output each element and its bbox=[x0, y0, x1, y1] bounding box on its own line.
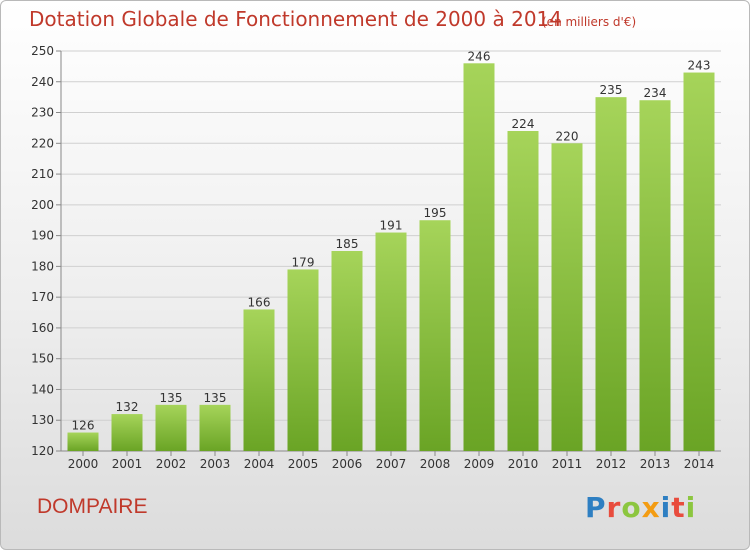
bar-value-label: 243 bbox=[688, 59, 711, 73]
bar bbox=[595, 97, 627, 452]
x-tick-label: 2014 bbox=[684, 457, 715, 471]
bar bbox=[419, 220, 451, 451]
x-tick-label: 2007 bbox=[376, 457, 407, 471]
logo-letter: i bbox=[660, 491, 672, 524]
logo-letter: t bbox=[671, 491, 686, 524]
bar bbox=[463, 63, 495, 452]
bar bbox=[199, 404, 231, 451]
bar bbox=[551, 143, 583, 452]
bar bbox=[111, 414, 143, 451]
bar bbox=[67, 432, 99, 451]
bar-value-label: 179 bbox=[292, 255, 315, 269]
bar bbox=[331, 251, 363, 451]
proxiti-logo: Proxiti bbox=[585, 491, 696, 524]
bar-value-label: 135 bbox=[160, 391, 183, 405]
bar bbox=[375, 232, 407, 451]
y-tick-label: 220 bbox=[31, 136, 54, 150]
logo-letter: P bbox=[585, 491, 607, 524]
commune-name: DOMPAIRE bbox=[37, 495, 148, 518]
x-tick-label: 2010 bbox=[508, 457, 539, 471]
bar-value-label: 191 bbox=[380, 219, 403, 233]
logo-letter: i bbox=[685, 491, 697, 524]
bar bbox=[155, 404, 187, 451]
y-tick-label: 150 bbox=[31, 352, 54, 366]
x-tick-label: 2013 bbox=[640, 457, 671, 471]
x-tick-label: 2005 bbox=[288, 457, 319, 471]
x-tick-label: 2008 bbox=[420, 457, 451, 471]
bar-value-label: 135 bbox=[204, 391, 227, 405]
bar-value-label: 126 bbox=[72, 419, 95, 433]
logo-letter: x bbox=[641, 491, 661, 524]
x-tick-label: 2002 bbox=[156, 457, 187, 471]
y-tick-label: 190 bbox=[31, 229, 54, 243]
bar bbox=[243, 309, 275, 451]
bar-value-label: 185 bbox=[336, 237, 359, 251]
x-tick-label: 2006 bbox=[332, 457, 363, 471]
logo-letter: o bbox=[621, 491, 642, 524]
bar bbox=[287, 269, 319, 451]
bar-value-label: 220 bbox=[556, 129, 579, 143]
bar bbox=[683, 72, 715, 452]
y-tick-label: 180 bbox=[31, 259, 54, 273]
y-tick-label: 130 bbox=[31, 413, 54, 427]
bar bbox=[639, 100, 671, 451]
y-tick-label: 230 bbox=[31, 106, 54, 120]
logo-letter: r bbox=[606, 491, 622, 524]
y-tick-label: 170 bbox=[31, 290, 54, 304]
bar-value-label: 195 bbox=[424, 206, 447, 220]
chart-title: Dotation Globale de Fonctionnement de 20… bbox=[29, 7, 562, 31]
bar-value-label: 224 bbox=[512, 117, 535, 131]
x-tick-label: 2012 bbox=[596, 457, 627, 471]
y-tick-label: 210 bbox=[31, 167, 54, 181]
chart-subtitle: (en milliers d'€) bbox=[542, 15, 637, 29]
bar-value-label: 166 bbox=[248, 295, 271, 309]
bar bbox=[507, 131, 539, 451]
x-tick-label: 2009 bbox=[464, 457, 495, 471]
x-tick-label: 2000 bbox=[68, 457, 99, 471]
x-tick-label: 2004 bbox=[244, 457, 275, 471]
y-tick-label: 250 bbox=[31, 44, 54, 58]
y-tick-label: 240 bbox=[31, 75, 54, 89]
bar-value-label: 235 bbox=[600, 83, 623, 97]
bar-value-label: 234 bbox=[644, 86, 667, 100]
y-tick-label: 140 bbox=[31, 382, 54, 396]
x-tick-label: 2003 bbox=[200, 457, 231, 471]
x-tick-label: 2001 bbox=[112, 457, 143, 471]
x-tick-label: 2011 bbox=[552, 457, 583, 471]
y-tick-label: 160 bbox=[31, 321, 54, 335]
y-tick-label: 120 bbox=[31, 444, 54, 458]
bar-value-label: 132 bbox=[116, 400, 139, 414]
bar-value-label: 246 bbox=[468, 49, 491, 63]
y-tick-label: 200 bbox=[31, 198, 54, 212]
